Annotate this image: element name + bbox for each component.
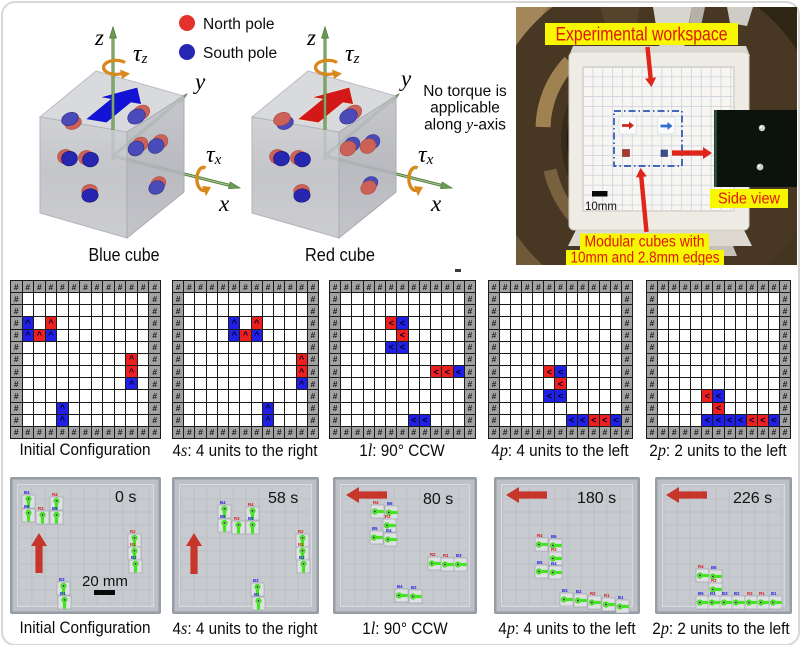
svg-text:B5: B5 xyxy=(537,560,543,565)
svg-text:R3: R3 xyxy=(38,506,44,511)
svg-text:80 s: 80 s xyxy=(423,491,453,508)
svg-text:x: x xyxy=(430,191,442,216)
svg-text:B6: B6 xyxy=(24,504,30,509)
svg-text:R4: R4 xyxy=(698,564,704,569)
svg-text:R3: R3 xyxy=(551,547,557,552)
svg-text:Red cube: Red cube xyxy=(305,244,375,265)
svg-text:z: z xyxy=(306,25,316,50)
svg-text:B1: B1 xyxy=(60,591,66,596)
svg-text:B6: B6 xyxy=(711,565,717,570)
svg-text:R1: R1 xyxy=(130,542,136,547)
svg-text:R2: R2 xyxy=(590,591,596,596)
svg-text:B6: B6 xyxy=(551,534,557,539)
svg-text:applicable: applicable xyxy=(430,100,500,117)
svg-text:B2: B2 xyxy=(576,589,582,594)
svg-text:B2: B2 xyxy=(734,591,740,596)
svg-text:B1: B1 xyxy=(771,591,777,596)
svg-text:B5: B5 xyxy=(248,516,254,521)
svg-text:B3: B3 xyxy=(59,577,65,582)
svg-text:R2: R2 xyxy=(130,529,136,534)
svg-text:B3: B3 xyxy=(562,588,568,593)
svg-text:B2: B2 xyxy=(299,555,305,560)
svg-text:B3: B3 xyxy=(456,553,462,558)
svg-text:B6: B6 xyxy=(220,514,226,519)
svg-text:226 s: 226 s xyxy=(733,490,772,507)
svg-text:R3: R3 xyxy=(385,514,391,519)
svg-text:B5: B5 xyxy=(372,526,378,531)
svg-text:South pole: South pole xyxy=(203,45,277,62)
svg-text:B4: B4 xyxy=(710,591,716,596)
svg-text:R4: R4 xyxy=(52,492,58,497)
svg-text:B2: B2 xyxy=(411,585,417,590)
svg-text:R4: R4 xyxy=(248,502,254,507)
svg-text:0 s: 0 s xyxy=(115,489,136,506)
svg-text:along y-axis: along y-axis xyxy=(424,117,506,134)
svg-text:Blue cube: Blue cube xyxy=(89,244,160,265)
svg-text:20 mm: 20 mm xyxy=(82,573,128,590)
svg-text:180 s: 180 s xyxy=(577,490,616,507)
svg-text:z: z xyxy=(94,25,104,50)
svg-text:Experimental workspace: Experimental workspace xyxy=(556,25,728,46)
svg-text:R2: R2 xyxy=(298,529,304,534)
svg-text:R3: R3 xyxy=(234,516,240,521)
svg-text:R3: R3 xyxy=(711,578,717,583)
svg-text:τz: τz xyxy=(133,41,148,67)
svg-text:No torque is: No torque is xyxy=(423,83,507,100)
svg-text:Modular cubes with: Modular cubes with xyxy=(585,234,705,251)
svg-text:B5: B5 xyxy=(52,506,58,511)
svg-text:B5: B5 xyxy=(698,591,704,596)
svg-text:10mm: 10mm xyxy=(585,201,617,213)
svg-text:R2: R2 xyxy=(747,591,753,596)
svg-text:R1: R1 xyxy=(298,542,304,547)
svg-text:τx: τx xyxy=(418,142,434,168)
svg-text:58 s: 58 s xyxy=(268,490,298,507)
svg-text:B1: B1 xyxy=(254,592,260,597)
svg-text:B4: B4 xyxy=(551,561,557,566)
svg-text:B3: B3 xyxy=(253,578,259,583)
svg-text:R2: R2 xyxy=(430,552,436,557)
svg-text:B4: B4 xyxy=(397,584,403,589)
svg-text:Side view: Side view xyxy=(718,191,781,208)
svg-text:x: x xyxy=(218,191,230,216)
svg-text:B6: B6 xyxy=(387,501,393,506)
svg-text:B1: B1 xyxy=(618,595,624,600)
svg-text:y: y xyxy=(399,66,412,91)
svg-text:B4: B4 xyxy=(386,528,392,533)
svg-text:τz: τz xyxy=(345,41,360,67)
svg-text:10mm and 2.8mm edges: 10mm and 2.8mm edges xyxy=(571,250,720,266)
svg-text:R4: R4 xyxy=(537,533,543,538)
svg-text:R1: R1 xyxy=(604,593,610,598)
svg-text:B2: B2 xyxy=(131,555,137,560)
svg-text:R1: R1 xyxy=(759,591,765,596)
svg-text:R1: R1 xyxy=(443,553,449,558)
svg-text:R4: R4 xyxy=(373,500,379,505)
svg-text:North pole: North pole xyxy=(203,16,275,33)
svg-text:τx: τx xyxy=(206,142,222,168)
svg-text:B4: B4 xyxy=(220,500,226,505)
svg-text:B3: B3 xyxy=(722,591,728,596)
svg-text:B4: B4 xyxy=(24,490,30,495)
svg-text:y: y xyxy=(193,69,206,94)
